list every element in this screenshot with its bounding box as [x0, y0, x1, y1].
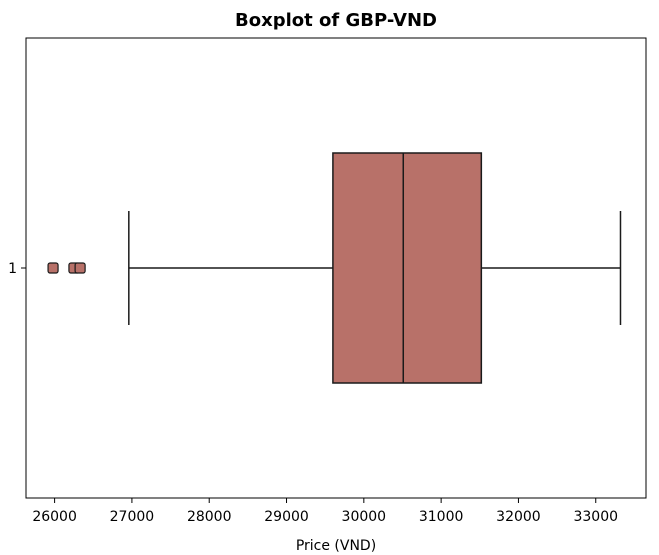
x-tick-label: 33000 [573, 509, 618, 525]
iqr-box [332, 152, 483, 384]
x-tick-label: 28000 [187, 509, 232, 525]
box-layer [47, 152, 622, 384]
chart-title: Boxplot of GBP-VND [235, 10, 437, 31]
x-tick-label: 29000 [264, 509, 309, 525]
x-tick-label: 31000 [419, 509, 464, 525]
outlier-point [47, 262, 59, 274]
x-tick-label: 30000 [342, 509, 387, 525]
y-tick-label: 1 [8, 261, 17, 277]
y-axis: 1 [8, 261, 26, 277]
x-tick-label: 27000 [110, 509, 155, 525]
x-axis: 26000 27000 28000 29000 30000 31000 32000 33000 [32, 498, 618, 525]
outlier-point [74, 262, 86, 274]
x-axis-label: Price (VND) [296, 538, 376, 554]
x-tick-label: 26000 [32, 509, 77, 525]
x-tick-label: 32000 [496, 509, 541, 525]
